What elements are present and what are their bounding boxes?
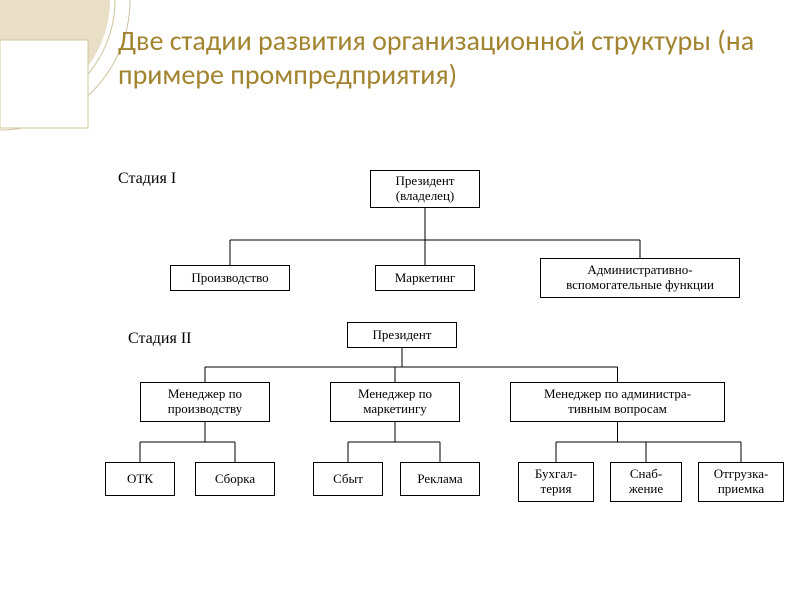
s2-mgr-mkt: Менеджер по маркетингу: [330, 382, 460, 422]
s2-sales: Сбыт: [313, 462, 383, 496]
s2-president: Президент: [347, 322, 457, 348]
s1-admin: Административно- вспомогательные функции: [540, 258, 740, 298]
page-title: Две стадии развития организационной стру…: [118, 24, 758, 91]
s1-marketing: Маркетинг: [375, 265, 475, 291]
s2-mgr-prod: Менеджер по производству: [140, 382, 270, 422]
s1-president: Президент (владелец): [370, 170, 480, 208]
s2-otk: ОТК: [105, 462, 175, 496]
s2-supply: Снаб- жение: [610, 462, 682, 502]
s2-mgr-adm: Менеджер по администра- тивным вопросам: [510, 382, 725, 422]
s2-acct: Бухгал- терия: [518, 462, 594, 502]
stage2-diagram: Президент Менеджер по производству Менедже…: [65, 322, 794, 512]
s1-production: Производство: [170, 265, 290, 291]
s2-ads: Реклама: [400, 462, 480, 496]
s2-assembly: Сборка: [195, 462, 275, 496]
stage1-diagram: Президент (владелец) Производство Маркетин…: [140, 160, 750, 308]
s2-ship: Отгрузка- приемка: [698, 462, 784, 502]
